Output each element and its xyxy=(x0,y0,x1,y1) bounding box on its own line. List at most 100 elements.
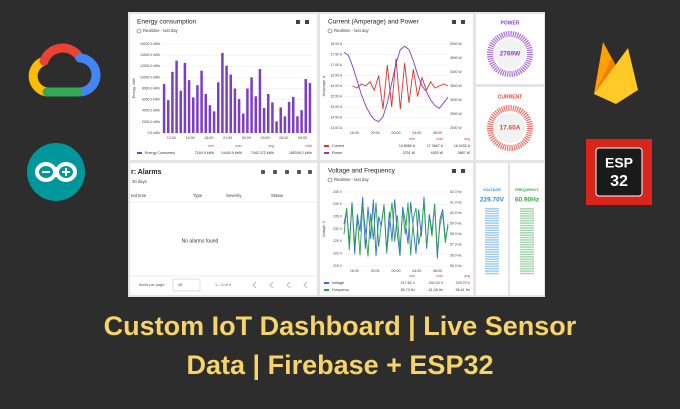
card-icon xyxy=(305,20,309,24)
indicator-segment xyxy=(520,263,534,265)
indicator-segment xyxy=(485,270,499,272)
y-tick-label: 8000.0 kWh xyxy=(142,86,160,90)
indicator-segment xyxy=(485,234,499,236)
y-axis-label: Amperage, A xyxy=(322,75,326,96)
legend-name: Voltage xyxy=(332,281,344,285)
y-tick-label: 225 V xyxy=(333,239,343,243)
x-tick-label: 16:00 xyxy=(350,131,359,135)
indicator-segment xyxy=(520,217,534,220)
bar xyxy=(308,82,312,133)
x-tick-label: 08:00 xyxy=(433,131,442,135)
indicator-segment xyxy=(520,251,534,253)
legend-name: Frequency xyxy=(332,288,349,292)
indicator-segment xyxy=(520,244,534,246)
y-tick-label: 6000.0 kWh xyxy=(142,98,160,102)
gauge-value: 17.60A xyxy=(500,125,521,132)
bar xyxy=(250,77,253,133)
gauge-title: POWER xyxy=(501,20,520,26)
card-title: Voltage and Frequency xyxy=(328,168,396,175)
card-icon xyxy=(296,20,300,24)
indicator-value: 229.70V xyxy=(480,197,505,204)
indicator-segment xyxy=(520,246,534,248)
y-tick-label: 62.0 Hz xyxy=(450,190,462,194)
y-tick-label: 4000 W xyxy=(450,70,462,74)
card xyxy=(130,163,317,295)
page-size[interactable]: 10 xyxy=(178,283,182,287)
y-tick-label: 58.0 Hz xyxy=(450,232,462,236)
indicator-segment xyxy=(520,260,534,263)
indicator-title: VOLTAGE xyxy=(483,188,501,192)
bar xyxy=(271,102,274,133)
pager-icon xyxy=(303,281,308,289)
y-tick-label: 2000 W xyxy=(450,126,462,130)
pager-icon xyxy=(252,281,257,289)
bar xyxy=(167,100,170,133)
y-tick-label: 15.00 A xyxy=(330,105,342,109)
indicator-segment xyxy=(520,248,534,251)
bar xyxy=(179,90,182,133)
indicator-segment xyxy=(485,217,499,220)
x-tick-label: 16:00 xyxy=(350,269,359,273)
indicator-segment xyxy=(485,246,499,248)
card xyxy=(510,163,544,295)
indicator-title: FREQUENCY xyxy=(515,188,539,192)
bar xyxy=(204,94,207,133)
esp32-logo: ESP 32 xyxy=(586,139,652,205)
y-tick-label: 14.50 A xyxy=(330,115,342,119)
chip-text: ESP xyxy=(605,155,633,171)
y-tick-label: 3500 W xyxy=(450,84,462,88)
legend-header: min xyxy=(208,144,214,148)
legend-header: min xyxy=(409,137,415,141)
x-tick-label: 18:00 xyxy=(204,136,213,140)
indicator-segment xyxy=(485,210,499,212)
series-line xyxy=(343,202,449,257)
legend-header: max xyxy=(436,274,443,278)
y-tick-label: 61.0 Hz xyxy=(450,200,462,204)
legend-header: max xyxy=(235,144,242,148)
y-axis-label: Voltage, V xyxy=(322,220,326,237)
legend-header: total xyxy=(305,144,312,148)
bar xyxy=(283,116,287,133)
gauge-ring xyxy=(487,105,533,151)
gauge-center xyxy=(495,113,525,143)
indicator-segment xyxy=(520,241,534,244)
gauge-title: CURRENT xyxy=(498,94,522,100)
card xyxy=(320,14,473,160)
card-subtitle: 30 days xyxy=(132,179,147,184)
indicator-segment xyxy=(520,253,534,256)
y-axis-label: Energy, kWh xyxy=(132,78,136,98)
legend-cell: 16.0432 A xyxy=(454,144,471,148)
bar xyxy=(192,97,195,133)
page-size-select xyxy=(172,278,201,292)
indicator-segment xyxy=(520,220,534,222)
legend-cell: 4920 W xyxy=(431,151,444,155)
headline: Data | Firebase + ESP32 xyxy=(187,350,494,380)
legend-cell: 61.08 Hz xyxy=(429,288,444,292)
series-line xyxy=(352,58,449,110)
legend-cell: 58.41 Hz xyxy=(456,288,471,292)
y-tick-label: 2500 W xyxy=(450,112,462,116)
bar xyxy=(225,65,228,133)
indicator-segment xyxy=(485,241,499,244)
y-tick-label: 10000.0 kWh xyxy=(140,75,160,79)
indicator-segment xyxy=(520,215,534,217)
bar xyxy=(237,99,241,133)
card-title: r: Alarms xyxy=(131,169,162,176)
bar xyxy=(296,116,299,133)
card xyxy=(476,163,508,295)
bar xyxy=(246,88,249,133)
y-tick-label: 60.0 Hz xyxy=(450,211,462,215)
toolbar-icon xyxy=(297,170,301,174)
legend-name: Current xyxy=(332,144,344,148)
bar xyxy=(187,80,191,133)
legend-name: Energy Consumed xyxy=(145,151,175,155)
x-tick-label: 04:00 xyxy=(412,269,421,273)
indicator-segment xyxy=(485,253,499,256)
x-tick-label: 00:00 xyxy=(392,131,401,135)
gauge-ring xyxy=(487,31,533,77)
y-tick-label: 230 V xyxy=(333,227,343,231)
indicator-segment xyxy=(520,239,534,241)
column-header: Type xyxy=(193,193,203,198)
y-tick-label: 215 V xyxy=(333,264,343,268)
card-icon xyxy=(461,169,465,173)
